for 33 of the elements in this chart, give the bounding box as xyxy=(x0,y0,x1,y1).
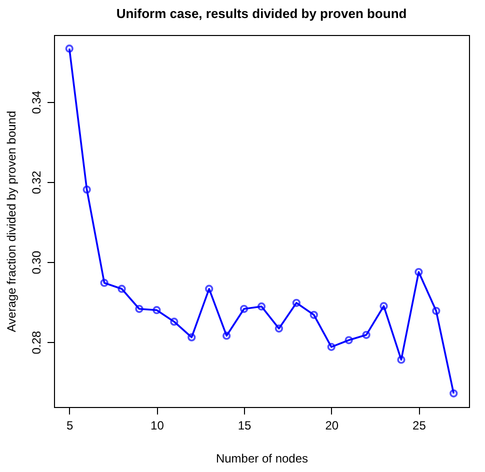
point xyxy=(310,310,318,319)
point xyxy=(222,332,231,340)
point xyxy=(362,330,370,339)
point xyxy=(170,318,178,326)
x-tick-label: 25 xyxy=(412,418,426,432)
point xyxy=(432,306,440,315)
point xyxy=(135,304,144,313)
point xyxy=(188,333,196,342)
x-tick-label: 20 xyxy=(325,418,339,432)
point xyxy=(380,302,388,310)
point xyxy=(257,302,266,311)
point xyxy=(414,268,423,276)
x-tick-label: 5 xyxy=(66,418,74,432)
point xyxy=(397,356,406,364)
chart-title: Uniform case, results divided by proven bound xyxy=(116,6,407,21)
point xyxy=(344,336,353,344)
point xyxy=(152,306,161,314)
point xyxy=(82,186,91,194)
y-tick-label: 0.32 xyxy=(30,170,44,194)
y-tick-label: 0.30 xyxy=(30,250,44,274)
x-axis-title: Number of nodes xyxy=(216,452,308,466)
point xyxy=(292,298,300,307)
y-tick-label: 0.28 xyxy=(30,330,44,354)
point xyxy=(327,342,336,351)
y-tick-label: 0.34 xyxy=(30,90,44,114)
y-axis-title: Average fraction divided by proven bound xyxy=(4,110,18,332)
point xyxy=(205,284,214,293)
x-tick-label: 10 xyxy=(150,418,164,432)
point xyxy=(240,304,248,313)
point xyxy=(274,324,284,333)
x-tick-label: 15 xyxy=(238,418,252,432)
point xyxy=(118,284,126,293)
point xyxy=(100,278,108,287)
